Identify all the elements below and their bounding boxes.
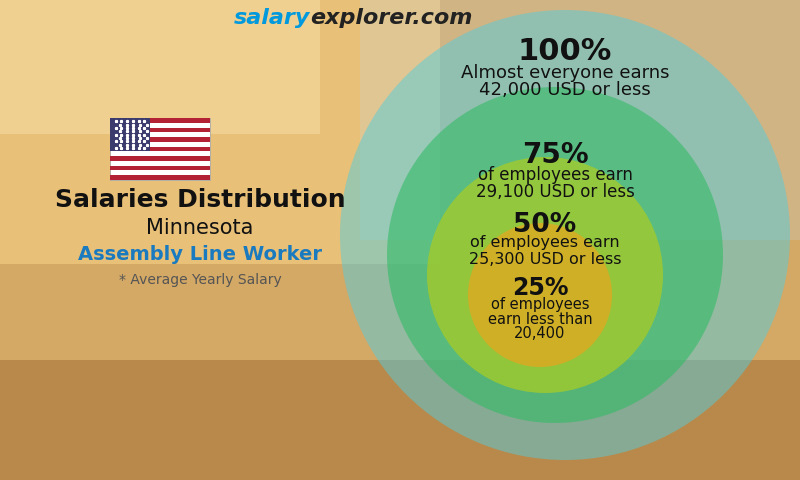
Bar [774,0,786,480]
Bar [106,0,120,480]
Bar [426,0,440,480]
Circle shape [387,87,723,423]
Bar [110,146,210,151]
Bar [694,0,706,480]
Bar [666,0,680,480]
Bar [374,0,386,480]
Bar [146,0,160,480]
Bar [440,0,454,480]
Bar [626,0,640,480]
Bar [760,0,774,480]
Text: Minnesota: Minnesota [146,218,254,238]
Text: * Average Yearly Salary: * Average Yearly Salary [118,273,282,287]
Bar [110,118,210,180]
Bar [200,0,214,480]
Bar [520,0,534,480]
Bar [26,0,40,480]
Bar [0,360,800,480]
Bar [110,137,210,142]
Bar [0,0,440,264]
Bar [134,0,146,480]
Text: of employees earn: of employees earn [470,236,620,251]
Bar [386,0,400,480]
Bar [110,166,210,170]
Bar [360,0,374,480]
Bar [600,0,614,480]
Bar [466,0,480,480]
Bar [320,0,334,480]
Text: 20,400: 20,400 [514,325,566,340]
Bar [94,0,106,480]
Bar [546,0,560,480]
Text: 42,000 USD or less: 42,000 USD or less [479,81,651,99]
Bar [346,0,360,480]
Bar [706,0,720,480]
Bar [240,0,254,480]
Text: of employees: of employees [490,298,590,312]
Bar [110,128,210,132]
Text: 25%: 25% [512,276,568,300]
Bar [266,0,280,480]
Bar [720,0,734,480]
Text: 29,100 USD or less: 29,100 USD or less [475,183,634,201]
Bar [640,0,654,480]
Bar [506,0,520,480]
Bar [494,0,506,480]
Bar [66,0,80,480]
Bar [480,0,494,480]
Text: Almost everyone earns: Almost everyone earns [461,64,670,82]
Bar [614,0,626,480]
Bar [786,0,800,480]
Bar [110,118,150,151]
Bar [14,0,26,480]
Bar [454,0,466,480]
Circle shape [427,157,663,393]
Bar [280,0,294,480]
Text: Assembly Line Worker: Assembly Line Worker [78,245,322,264]
Bar [80,0,94,480]
Bar [54,0,66,480]
Bar [110,118,210,123]
Bar [654,0,666,480]
Bar [586,0,600,480]
Bar [0,0,14,480]
Bar [186,0,200,480]
Bar [734,0,746,480]
Bar [226,0,240,480]
Text: 75%: 75% [522,141,588,169]
Bar [110,175,210,180]
Bar [160,0,174,480]
Bar [120,0,134,480]
Bar [334,0,346,480]
Bar [174,0,186,480]
Bar [534,0,546,480]
Text: 100%: 100% [518,37,612,67]
Text: explorer.com: explorer.com [310,8,472,28]
Bar [400,0,414,480]
Bar [360,0,800,240]
Bar [306,0,320,480]
Circle shape [468,223,612,367]
Bar [214,0,226,480]
Circle shape [340,10,790,460]
Text: salary: salary [234,8,310,28]
Text: earn less than: earn less than [488,312,592,326]
Bar [680,0,694,480]
Bar [746,0,760,480]
Bar [294,0,306,480]
Bar [414,0,426,480]
Bar [0,0,320,134]
Bar [560,0,574,480]
Bar [110,156,210,161]
Text: of employees earn: of employees earn [478,166,633,184]
Text: 50%: 50% [514,212,577,238]
Text: Salaries Distribution: Salaries Distribution [54,188,346,212]
Bar [574,0,586,480]
Text: 25,300 USD or less: 25,300 USD or less [469,252,622,266]
Bar [254,0,266,480]
Bar [40,0,54,480]
